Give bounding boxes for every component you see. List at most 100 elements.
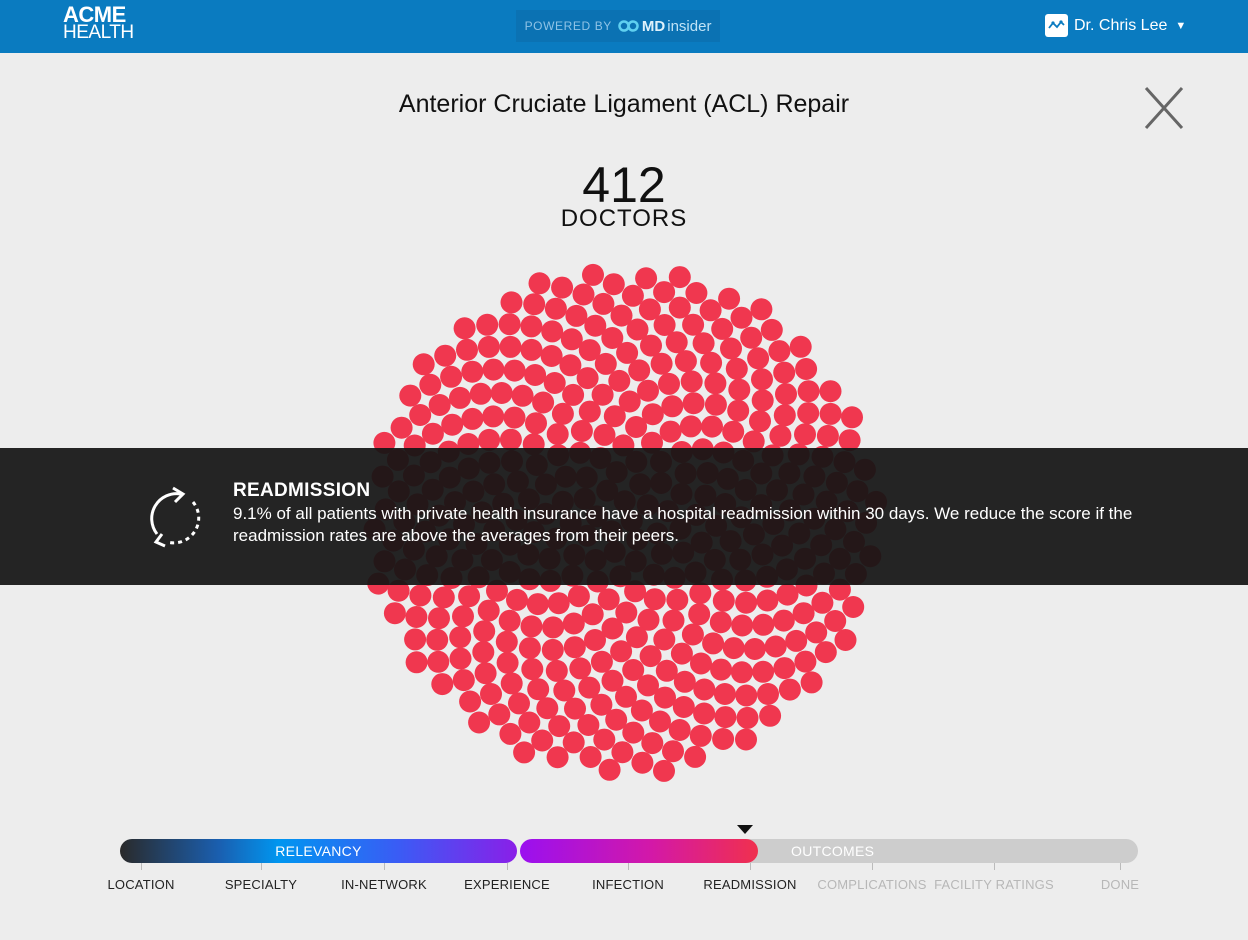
doctor-dot[interactable] [752,660,775,683]
doctor-dot[interactable] [649,710,671,733]
doctor-dot[interactable] [658,372,680,395]
doctor-dot[interactable] [567,585,590,608]
doctor-dot[interactable] [750,298,773,321]
doctor-dot[interactable] [622,659,645,681]
doctor-dot[interactable] [611,741,634,764]
doctor-dot[interactable] [720,337,742,360]
doctor-dot[interactable] [641,732,664,755]
doctor-dot[interactable] [668,296,691,319]
doctor-dot[interactable] [773,361,796,384]
doctor-dot[interactable] [456,338,478,361]
doctor-dot[interactable] [718,287,741,310]
doctor-dot[interactable] [601,617,624,640]
doctor-dot[interactable] [453,317,476,340]
doctor-dot[interactable] [578,400,601,423]
step-in-network[interactable]: IN-NETWORK [341,877,427,892]
doctor-dot[interactable] [428,394,451,416]
doctor-dot[interactable] [700,351,723,374]
doctor-dot[interactable] [541,320,564,343]
doctor-dot[interactable] [540,345,563,367]
step-complications[interactable]: COMPLICATIONS [817,877,927,892]
step-experience[interactable]: EXPERIENCE [464,877,550,892]
doctor-dot[interactable] [785,629,808,652]
doctor-dot[interactable] [521,658,544,681]
doctor-dot[interactable] [432,586,455,609]
doctor-dot[interactable] [553,679,576,702]
doctor-dot[interactable] [608,369,631,392]
doctor-dot[interactable] [480,683,502,705]
doctor-dot[interactable] [449,626,472,649]
doctor-dot[interactable] [498,609,521,632]
doctor-dot[interactable] [795,358,818,380]
doctor-dot[interactable] [610,640,633,663]
doctor-dot[interactable] [531,729,554,752]
doctor-dot[interactable] [472,641,495,664]
doctor-dot[interactable] [811,591,834,614]
doctor-dot[interactable] [615,685,637,708]
doctor-dot[interactable] [689,724,712,747]
doctor-dot[interactable] [794,423,816,446]
doctor-dot[interactable] [688,603,711,626]
doctor-dot[interactable] [730,661,753,684]
doctor-dot[interactable] [495,630,518,653]
doctor-dot[interactable] [819,402,842,425]
doctor-dot[interactable] [838,429,861,452]
doctor-dot[interactable] [468,711,491,734]
doctor-dot[interactable] [559,354,582,377]
doctor-dot[interactable] [520,315,543,338]
step-location[interactable]: LOCATION [107,877,175,892]
doctor-dot[interactable] [500,291,523,314]
doctor-dot[interactable] [427,650,450,673]
doctor-dot[interactable] [710,658,733,681]
doctor-dot[interactable] [546,423,569,446]
doctor-dot[interactable] [428,607,450,630]
step-facility-ratings[interactable]: FACILITY RATINGS [934,877,1054,892]
doctor-dot[interactable] [692,332,715,355]
doctor-dot[interactable] [727,399,750,422]
doctor-dot[interactable] [526,593,549,616]
doctor-dot[interactable] [482,358,505,381]
doctor-dot[interactable] [536,697,559,720]
doctor-dot[interactable] [640,334,662,357]
doctor-dot[interactable] [592,292,615,315]
doctor-dot[interactable] [603,405,626,428]
doctor-dot[interactable] [601,669,624,692]
doctor-dot[interactable] [670,642,693,665]
doctor-dot[interactable] [736,706,759,729]
doctor-dot[interactable] [722,637,745,660]
doctor-dot[interactable] [399,384,422,407]
doctor-dot[interactable] [503,406,526,429]
doctor-dot[interactable] [722,420,745,443]
doctor-dot[interactable] [743,638,766,660]
doctor-dot[interactable] [518,637,541,660]
doctor-dot[interactable] [730,306,753,329]
doctor-dot[interactable] [572,283,595,306]
doctor-dot[interactable] [682,313,705,336]
doctor-dot[interactable] [819,380,842,403]
doctor-dot[interactable] [773,404,796,427]
doctor-dot[interactable] [506,588,528,611]
doctor-dot[interactable] [735,591,758,614]
doctor-dot[interactable] [532,391,555,414]
doctor-dot[interactable] [628,359,651,382]
doctor-dot[interactable] [564,697,586,720]
doctor-dot[interactable] [834,629,857,651]
doctor-dot[interactable] [565,304,588,327]
doctor-dot[interactable] [404,628,427,651]
doctor-dot[interactable] [661,395,684,418]
doctor-dot[interactable] [731,614,754,637]
doctor-dot[interactable] [511,384,534,407]
doctor-dot[interactable] [759,704,782,727]
doctor-dot[interactable] [488,703,511,726]
doctor-dot[interactable] [577,714,600,736]
doctor-dot[interactable] [711,317,734,340]
doctor-dot[interactable] [690,652,712,675]
doctor-dot[interactable] [405,606,428,628]
doctor-dot[interactable] [458,585,481,608]
doctor-dot[interactable] [624,580,647,603]
doctor-dot[interactable] [653,281,676,304]
doctor-dot[interactable] [605,708,628,731]
doctor-dot[interactable] [387,579,410,602]
doctor-dot[interactable] [681,623,704,646]
doctor-dot[interactable] [637,608,660,631]
